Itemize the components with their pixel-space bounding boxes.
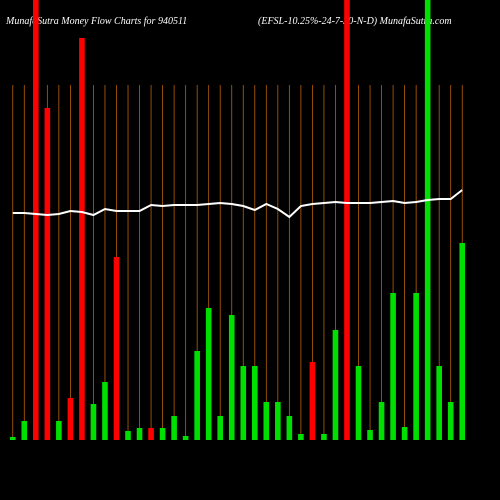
chart-title: MunafaSutra Money Flow Charts for 940511: [5, 16, 187, 27]
bar: [217, 416, 224, 440]
bar: [90, 404, 97, 440]
bar: [436, 366, 442, 440]
bar: [33, 0, 39, 440]
bar: [9, 437, 16, 440]
bar: [447, 402, 454, 440]
money-flow-line: [12, 189, 463, 219]
bar: [182, 436, 189, 440]
bar: [298, 434, 304, 440]
bar: [344, 0, 350, 440]
bar: [286, 416, 293, 440]
bar: [21, 421, 28, 440]
bar: [355, 366, 362, 440]
bar: [56, 421, 62, 440]
bar: [240, 366, 247, 440]
bar: [205, 308, 212, 440]
bar: [79, 38, 85, 440]
bar: [424, 0, 431, 440]
bar: [378, 402, 385, 440]
bar: [171, 416, 177, 440]
bar: [332, 330, 339, 440]
bar: [44, 108, 51, 440]
bar: [102, 382, 108, 440]
bar: [148, 428, 154, 440]
bar: [194, 351, 200, 440]
bar: [251, 366, 258, 440]
bar: [321, 434, 327, 440]
bar: [309, 362, 316, 440]
bar: [125, 431, 131, 440]
bar: [228, 315, 235, 440]
bar: [113, 257, 120, 440]
bar: [413, 293, 419, 440]
bar: [263, 402, 270, 440]
bar: [67, 398, 74, 440]
chart-subtitle: (EFSL-10.25%-24-7-30-N-D) MunafaSutra.co…: [258, 16, 452, 27]
bar: [275, 402, 281, 440]
bar: [136, 428, 143, 440]
bar: [159, 428, 166, 440]
bar: [401, 427, 408, 440]
bar: [459, 243, 466, 440]
bar: [390, 293, 396, 440]
bar: [367, 430, 373, 440]
